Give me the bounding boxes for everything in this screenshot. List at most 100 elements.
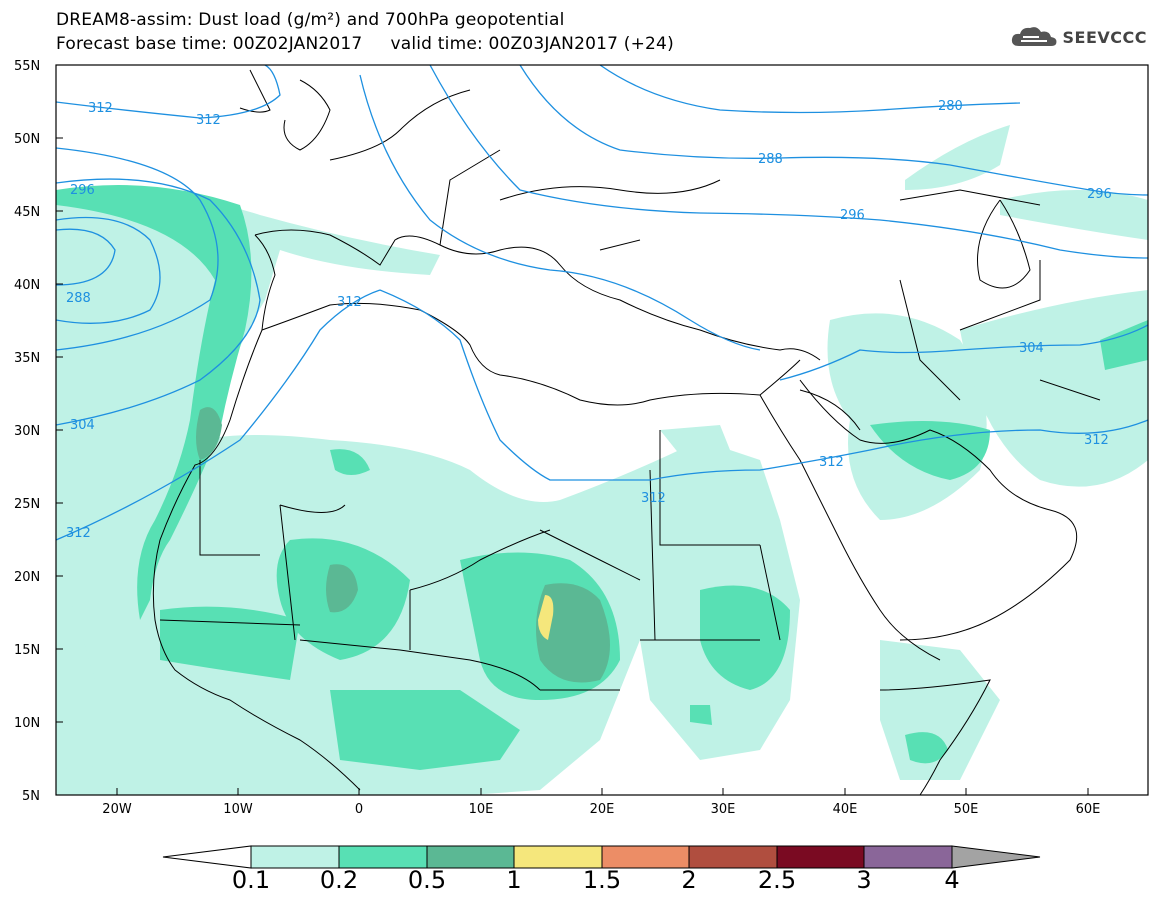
coastline-caspian — [977, 199, 1031, 289]
lat-label: 30N — [14, 424, 40, 439]
contour-low-inner — [56, 216, 161, 324]
border-middle-east — [799, 260, 1101, 431]
coastline-iberia — [254, 229, 441, 266]
colorbar-label: 0.2 — [319, 866, 359, 894]
colorbar-label: 0.1 — [231, 866, 271, 894]
coastline-arabia — [799, 379, 1078, 641]
coastlines-borders — [152, 69, 1101, 795]
colorbar-swatch — [426, 845, 515, 869]
colorbar-label: 3 — [856, 866, 872, 894]
lat-label: 40N — [14, 278, 40, 293]
contour-label: 312 — [196, 113, 221, 128]
contour-label: 296 — [840, 208, 865, 223]
border-sahel — [159, 544, 781, 691]
colorbar-swatch — [513, 845, 603, 869]
dust-level-0.2 — [1100, 320, 1148, 370]
dust-level-0.2 — [56, 185, 252, 620]
colorbar-label: 2.5 — [757, 866, 797, 894]
lat-label: 10N — [14, 716, 40, 731]
lat-label: 45N — [14, 205, 40, 220]
contour-label: 312 — [819, 455, 844, 470]
coastline-west-africa — [152, 234, 361, 791]
dust-level-0.2 — [690, 705, 712, 725]
colorbar-label: 2 — [681, 866, 697, 894]
contour-low-outer — [56, 178, 261, 426]
coastline-red-sea — [759, 394, 941, 661]
contour-label: 312 — [66, 526, 91, 541]
contour-312-sahara — [379, 289, 1148, 481]
lat-label: 50N — [14, 132, 40, 147]
colorbar-swatch — [776, 845, 865, 869]
contour-label: 280 — [938, 99, 963, 114]
contour-label: 296 — [1087, 187, 1112, 202]
lon-label: 40E — [833, 802, 858, 817]
dust-level-0.1 — [56, 560, 150, 770]
contour-label: 312 — [1084, 433, 1109, 448]
colorbar-swatch — [250, 845, 340, 869]
contour-312-south — [56, 289, 381, 541]
contour-label: 304 — [1019, 341, 1044, 356]
dust-level-0.2 — [700, 585, 790, 690]
geopotential-contours — [56, 65, 1148, 541]
map-subtitle-times: Forecast base time: 00Z02JAN2017 valid t… — [56, 34, 674, 54]
colorbar-high-arrow — [951, 845, 1041, 869]
latitude-axis: 55N 50N 45N 40N 35N 30N 25N 20N 15N 10N … — [14, 59, 63, 804]
lat-label: 55N — [14, 59, 40, 74]
contour-304-west — [56, 147, 219, 351]
dust-level-0.1 — [660, 425, 730, 455]
dust-level-0.1 — [905, 125, 1010, 190]
border-europe — [329, 89, 1041, 251]
contour-label: 288 — [758, 152, 783, 167]
cloud-icon — [1011, 27, 1056, 46]
lon-label: 20E — [590, 802, 615, 817]
lat-label: 20N — [14, 570, 40, 585]
dust-level-0.2 — [160, 606, 300, 680]
logo-text: SEEVCCC — [1062, 27, 1147, 47]
lat-label: 35N — [14, 351, 40, 366]
contour-288 — [519, 65, 1148, 196]
contour-label: 312 — [641, 491, 666, 506]
colorbar-swatch — [863, 845, 953, 869]
dust-level-0.5 — [326, 564, 358, 613]
colorbar-swatch — [338, 845, 428, 869]
contour-label: 296 — [70, 183, 95, 198]
border-sahara — [199, 430, 760, 650]
lon-label: 10W — [223, 802, 253, 817]
contour-label: 288 — [66, 291, 91, 306]
colorbar-swatch — [601, 845, 690, 869]
lat-label: 5N — [22, 789, 40, 804]
contour-low-core — [56, 228, 116, 286]
dust-level-0.2 — [870, 421, 990, 480]
colorbar-label: 0.5 — [407, 866, 447, 894]
dust-fields — [56, 125, 1148, 795]
lon-label: 30E — [711, 802, 736, 817]
contour-296-east — [359, 74, 761, 351]
dust-level-0.2 — [905, 732, 948, 764]
lat-label: 25N — [14, 497, 40, 512]
colorbar-swatch — [688, 845, 778, 869]
contour-304-east — [779, 324, 1148, 381]
lon-label: 20W — [102, 802, 132, 817]
lon-label: 10E — [469, 802, 494, 817]
dust-level-0.5 — [536, 583, 610, 683]
colorbar-label: 4 — [944, 866, 960, 894]
contour-296-central — [429, 65, 1148, 259]
coastline-europe-med — [439, 244, 821, 361]
dust-level-0.1 — [960, 290, 1148, 487]
map-title: DREAM8-assim: Dust load (g/m²) and 700hP… — [56, 10, 565, 30]
seevccc-logo: SEEVCCC — [1009, 24, 1148, 50]
dust-level-0.1 — [1000, 190, 1148, 240]
dust-level-1 — [538, 595, 554, 640]
contour-label: 312 — [337, 295, 362, 310]
contour-312-north — [56, 65, 281, 119]
colorbar — [162, 845, 1041, 869]
lon-label: 0 — [355, 802, 363, 817]
colorbar-label: 1 — [506, 866, 522, 894]
contour-label: 312 — [88, 101, 113, 116]
contour-labels: 312 312 296 288 304 312 312 312 280 288 … — [66, 99, 1112, 541]
dust-level-0.5 — [196, 407, 222, 460]
lon-label: 60E — [1076, 802, 1101, 817]
dust-level-0.2 — [330, 449, 370, 475]
contour-label: 304 — [70, 418, 95, 433]
